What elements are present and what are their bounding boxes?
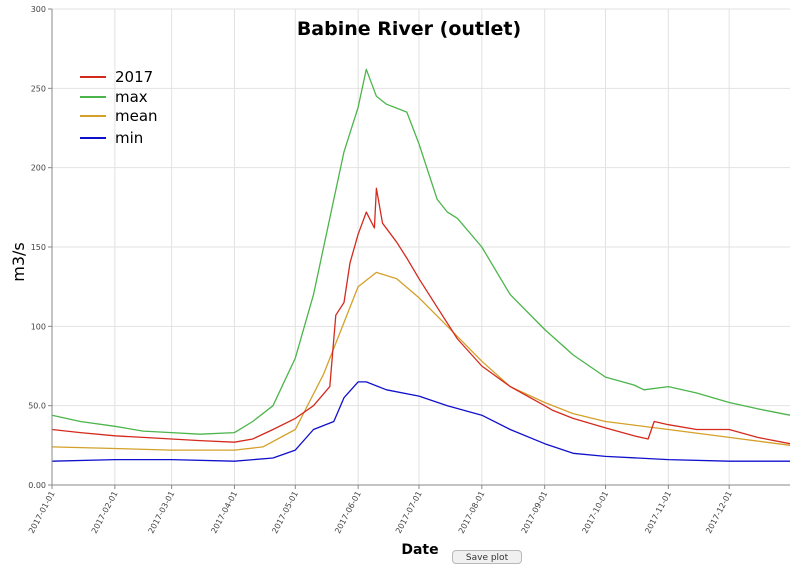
x-tick-label: 2017-03-01 <box>147 490 177 535</box>
save-plot-button[interactable]: Save plot <box>452 550 522 564</box>
x-tick-label: 2017-01-01 <box>27 490 57 535</box>
y-tick-label: 100 <box>31 322 46 331</box>
y-tick-label: 150 <box>31 243 46 252</box>
y-tick-label: 250 <box>31 84 46 93</box>
x-tick-label: 2017-09-01 <box>520 490 550 535</box>
y-tick-label: 300 <box>31 5 46 14</box>
x-tick-label: 2017-04-01 <box>209 490 239 535</box>
legend-item-max: max <box>80 88 148 106</box>
y-ticks: 0.00 50.0 100 150 200 250 300 <box>28 5 52 490</box>
x-tick-label: 2017-02-01 <box>90 490 120 535</box>
x-ticks: 2017-01-01 2017-02-01 2017-03-01 2017-04-01… <box>27 485 734 535</box>
series-lines <box>51 68 791 462</box>
legend-label: max <box>115 88 148 106</box>
series-line-max <box>51 68 791 435</box>
legend-item-mean: mean <box>80 107 158 125</box>
series-line-mean <box>51 271 791 451</box>
y-axis-label: m3/s <box>9 242 28 282</box>
x-tick-label: 2017-12-01 <box>704 490 734 535</box>
x-tick-label: 2017-10-01 <box>580 490 610 535</box>
series-line-min <box>51 381 790 462</box>
x-tick-label: 2017-11-01 <box>643 490 673 535</box>
x-axis-label: Date <box>401 542 438 558</box>
legend-label: mean <box>115 107 158 125</box>
legend-label: 2017 <box>115 68 153 86</box>
y-tick-label: 50.0 <box>28 402 46 411</box>
x-tick-label: 2017-08-01 <box>457 490 487 535</box>
x-tick-label: 2017-05-01 <box>270 490 300 535</box>
y-tick-label: 200 <box>31 164 46 173</box>
chart-title: Babine River (outlet) <box>297 18 521 40</box>
series-line-2017 <box>51 187 791 445</box>
x-tick-label: 2017-06-01 <box>333 490 363 535</box>
y-tick-label: 0.00 <box>28 481 46 490</box>
legend-item-min: min <box>80 129 143 147</box>
legend-item-2017: 2017 <box>80 68 153 86</box>
legend-label: min <box>115 129 143 147</box>
x-tick-label: 2017-07-01 <box>394 490 424 535</box>
